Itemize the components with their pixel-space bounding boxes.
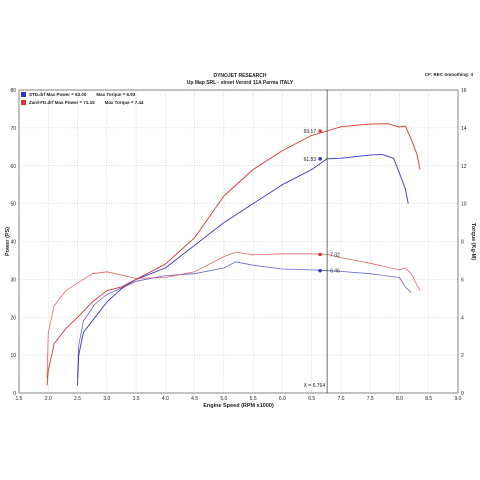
y2-tick-label: 2: [461, 353, 464, 359]
y-tick-label: 0: [13, 391, 16, 397]
legend-entry-zard: Zard-FD.drf Max Power = 71.15 Max Torque…: [21, 98, 143, 106]
y2-tick-label: 8: [461, 240, 464, 246]
x-tick-label: 4.5: [191, 396, 198, 402]
legend-label-zard: Zard-FD.drf Max Power = 71.15: [29, 99, 95, 105]
x-tick-label: 3.0: [103, 396, 110, 402]
y-tick-label: 60: [10, 164, 16, 170]
zard-torque-line: [46, 251, 421, 378]
x-tick-label: 3.5: [133, 396, 140, 402]
y-tick-label: 10: [10, 353, 16, 359]
zard-torque-value-label: 7.32: [330, 252, 340, 258]
legend-swatch-std: [21, 91, 26, 97]
y2-tick-label: 16: [461, 88, 467, 94]
x-tick-label: 4.0: [162, 396, 169, 402]
x-tick-label: 7.0: [337, 396, 344, 402]
x-tick-label: 7.5: [367, 396, 374, 402]
std-power-marker: [318, 157, 322, 161]
chart-legend: STD.drf Max Power = 63.00 Max Torque = 6…: [21, 90, 143, 106]
y-axis-title: Power (PS): [5, 227, 11, 256]
y-tick-label: 70: [10, 126, 16, 132]
y2-tick-label: 4: [461, 315, 464, 321]
x-axis-title: Engine Speed (RPM x1000): [203, 403, 274, 409]
y2-tick-label: 12: [461, 164, 467, 170]
chart-title: DYNOJET RESEARCH: [213, 73, 267, 79]
y-tick-label: 40: [10, 240, 16, 246]
zard-power-value-label: 69.17: [304, 129, 317, 135]
zard-torque-marker: [318, 252, 322, 257]
y-tick-label: 80: [10, 88, 16, 94]
x-tick-label: 5.0: [220, 396, 227, 402]
x-tick-label: 9.0: [455, 396, 462, 402]
x-tick-label: 6.0: [279, 396, 286, 402]
chart-subtitle: Up Map SRL - street Verord 11A Parma ITA…: [186, 80, 294, 86]
zard-power-marker: [318, 129, 322, 133]
y2-tick-label: 0: [461, 391, 464, 397]
std-power-value-label: 61.83: [304, 157, 317, 163]
y-tick-label: 50: [10, 202, 16, 208]
y-tick-label: 20: [10, 315, 16, 321]
y-tick-label: 30: [10, 277, 16, 283]
legend-torque-zard: Max Torque = 7.44: [104, 99, 144, 105]
std-power-line: [77, 153, 409, 386]
legend-swatch-zard: [21, 99, 26, 105]
y2-axis-title: Torque (Kg-M): [470, 223, 476, 260]
legend-label-std: STD.drf Max Power = 63.00: [29, 91, 87, 97]
legend-entry-std: STD.drf Max Power = 63.00 Max Torque = 6…: [21, 90, 143, 98]
cursor-label: X = 6.764: [304, 383, 326, 389]
x-tick-label: 2.0: [45, 396, 52, 402]
x-tick-label: 5.5: [250, 396, 257, 402]
legend-torque-std: Max Torque = 6.93: [96, 91, 136, 97]
std-torque-marker: [318, 268, 322, 273]
x-tick-label: 2.5: [74, 396, 81, 402]
x-tick-label: 8.0: [396, 396, 403, 402]
std-torque-line: [77, 261, 412, 378]
y2-tick-label: 6: [461, 277, 464, 283]
grid-lines: [18, 89, 459, 394]
y2-tick-label: 10: [461, 202, 467, 208]
x-tick-label: 6.5: [308, 396, 315, 402]
correction-info: CF: REC Smoothing: 4: [424, 72, 473, 77]
x-tick-label: 8.5: [425, 396, 432, 402]
x-tick-label: 1.5: [16, 396, 23, 402]
zard-power-line: [46, 123, 421, 386]
std-torque-value-label: 6.46: [330, 269, 340, 275]
y2-tick-label: 14: [461, 126, 467, 132]
